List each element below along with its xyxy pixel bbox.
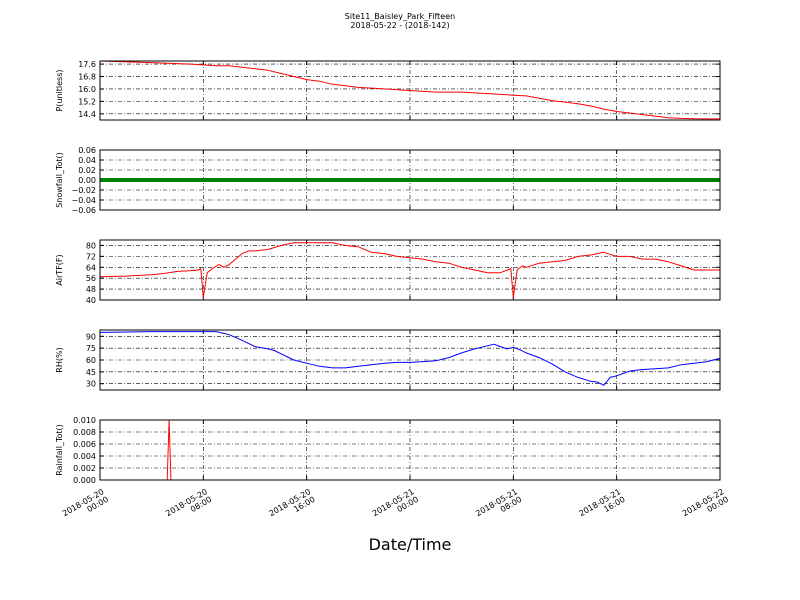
- x-tick-label: 2018-05-2100:00: [371, 487, 420, 526]
- panel-snowfall: −0.06−0.04−0.020.000.020.040.06 Snowfall_…: [55, 146, 721, 215]
- panel-airtemp: 40 48 56 64 72 80 AirTF(F): [55, 239, 721, 305]
- y-tick-label: 16.8: [78, 73, 96, 82]
- chart-title: Site11_Baisley_Park_Fifteen: [345, 12, 455, 21]
- y-tick-label: 0.06: [78, 146, 96, 155]
- y-tick-label: 45: [86, 368, 96, 377]
- y-tick-label: 64: [86, 263, 96, 272]
- series-line-pressure: [99, 60, 720, 120]
- y-tick-label: 48: [86, 285, 96, 294]
- y-axis-label: P(unitless): [55, 69, 64, 111]
- x-tick-label: 2018-05-2016:00: [267, 487, 316, 526]
- panel-frame: [99, 329, 721, 391]
- y-axis-label: Rainfall_Tot(): [55, 424, 64, 476]
- panel-frame: [99, 60, 721, 121]
- x-tick-label: 2018-05-2008:00: [164, 487, 213, 526]
- panel-pressure: 14.4 15.2 16.0 16.8 17.6 P(unitless): [55, 60, 721, 121]
- y-tick-label: 30: [86, 380, 96, 389]
- y-tick-label: −0.06: [71, 206, 96, 215]
- y-tick-label: 72: [86, 252, 96, 261]
- y-tick-label: 0.04: [78, 156, 96, 165]
- x-tick-label: 2018-05-2116:00: [577, 487, 626, 526]
- panel-frame: [99, 419, 721, 481]
- y-tick-label: 40: [86, 296, 96, 305]
- series-line-airtemp: [99, 242, 720, 298]
- y-tick-label: 75: [86, 344, 96, 353]
- y-tick-label: 14.4: [78, 110, 96, 119]
- x-tick-label: 2018-05-2000:00: [61, 487, 110, 526]
- y-tick-label: 15.2: [78, 97, 96, 106]
- y-tick-label: 0.002: [73, 464, 96, 473]
- x-tick-label: 2018-05-2200:00: [681, 487, 730, 526]
- panel-frame: [99, 239, 721, 301]
- y-tick-label: 60: [86, 356, 96, 365]
- y-tick-label: 0.000: [73, 476, 96, 485]
- y-tick-label: 16.0: [78, 85, 96, 94]
- y-tick-label: 80: [86, 241, 96, 250]
- y-tick-label: 17.6: [78, 60, 96, 69]
- series-line-rh: [99, 331, 721, 386]
- y-axis-label: Snowfall_Tot(): [55, 152, 64, 208]
- y-tick-label: 0.00: [78, 176, 96, 185]
- chart-subtitle: 2018-05-22 - (2018-142): [350, 21, 449, 30]
- y-axis-label: RH(%): [55, 347, 64, 372]
- panel-frame: [99, 149, 721, 211]
- y-tick-label: 0.006: [73, 440, 96, 449]
- y-tick-label: −0.02: [71, 186, 96, 195]
- y-tick-label: 0.008: [73, 428, 96, 437]
- y-tick-label: 0.004: [73, 452, 96, 461]
- y-tick-label: 90: [86, 332, 96, 341]
- panels: 14.415.216.016.817.6P(unitless)−0.06−0.0…: [55, 60, 721, 485]
- y-tick-label: −0.04: [71, 196, 96, 205]
- panel-rainfall: 0.000 0.002 0.004 0.006 0.008 0.010 Rainfall_T…: [55, 416, 721, 485]
- x-tick-labels: 2018-05-2000:00 2018-05-2008:00 2018-05-20…: [61, 487, 730, 526]
- y-tick-label: 56: [86, 274, 96, 283]
- y-tick-label: 0.010: [73, 416, 96, 425]
- x-axis-label: Date/Time: [369, 535, 452, 554]
- y-axis-label: AirTF(F): [55, 254, 64, 285]
- y-tick-label: 0.02: [78, 166, 96, 175]
- x-tick-label: 2018-05-2108:00: [474, 487, 523, 526]
- panel-rh: 30 45 60 75 90 RH(%): [55, 329, 721, 391]
